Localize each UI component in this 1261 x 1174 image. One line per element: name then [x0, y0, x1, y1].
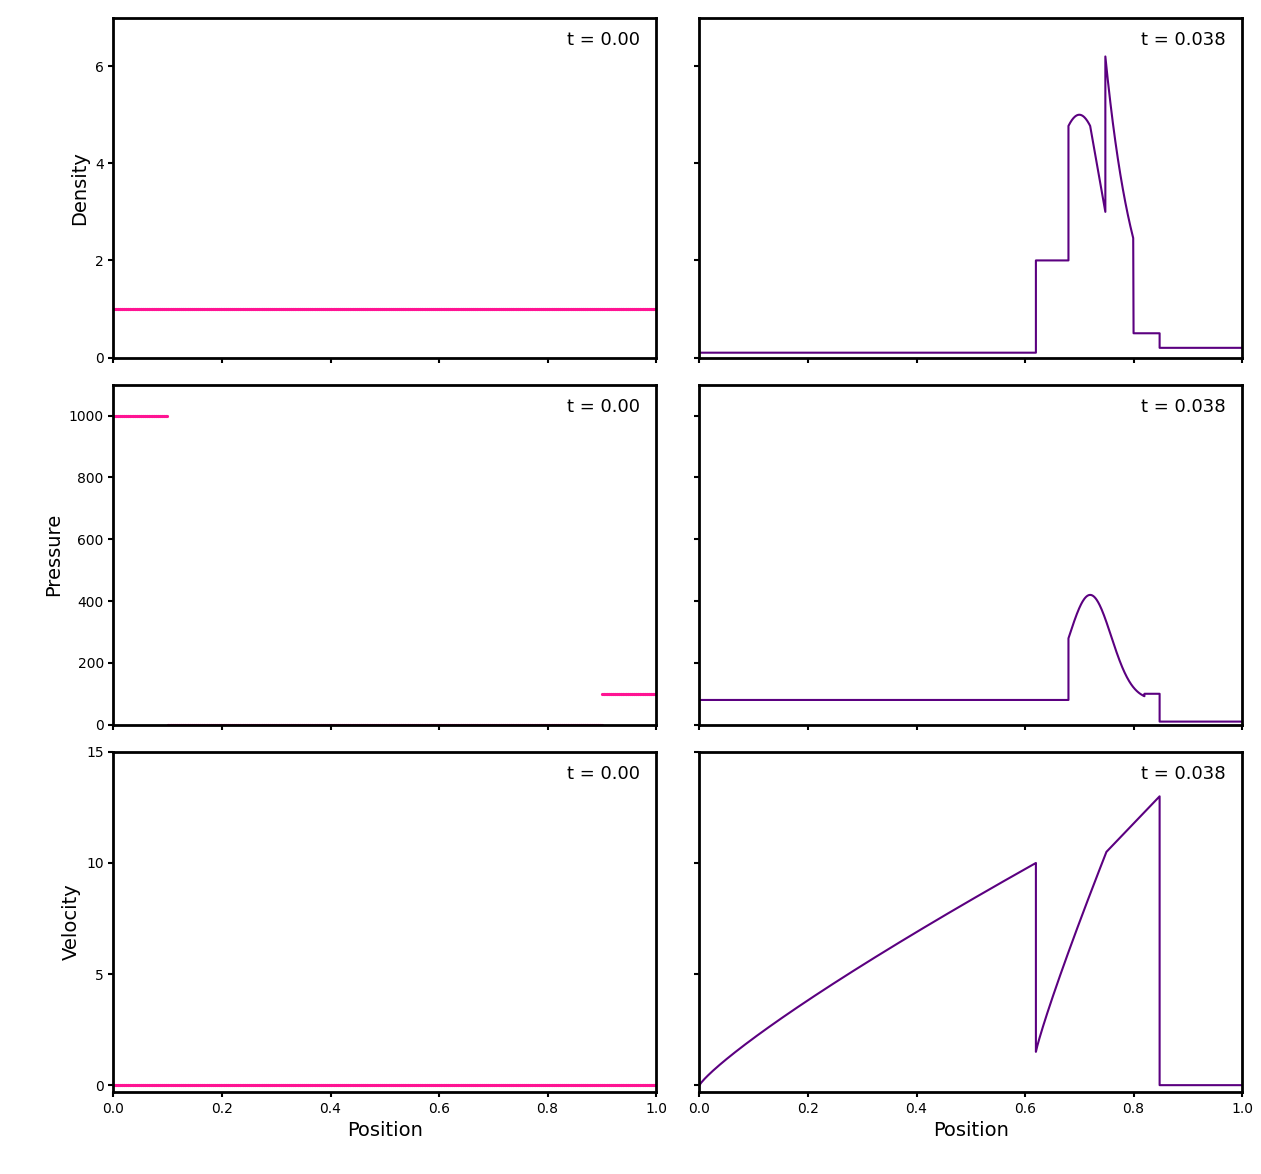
Text: t = 0.038: t = 0.038 [1141, 765, 1226, 783]
X-axis label: Position: Position [933, 1121, 1009, 1140]
Text: t = 0.00: t = 0.00 [566, 398, 639, 417]
Text: t = 0.00: t = 0.00 [566, 765, 639, 783]
Y-axis label: Velocity: Velocity [62, 884, 81, 960]
Y-axis label: Pressure: Pressure [44, 513, 63, 596]
Y-axis label: Density: Density [71, 150, 90, 224]
Text: t = 0.00: t = 0.00 [566, 32, 639, 49]
X-axis label: Position: Position [347, 1121, 422, 1140]
Text: t = 0.038: t = 0.038 [1141, 398, 1226, 417]
Text: t = 0.038: t = 0.038 [1141, 32, 1226, 49]
